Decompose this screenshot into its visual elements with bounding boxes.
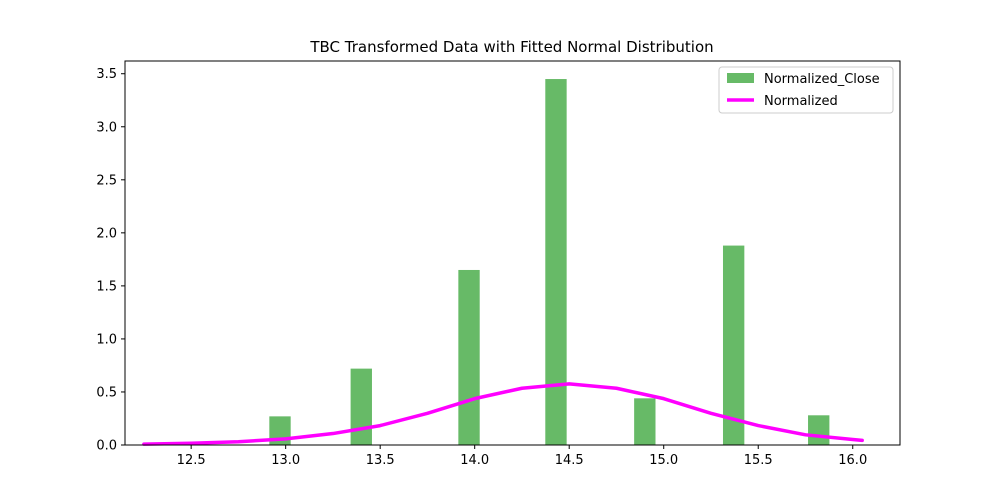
y-tick-label: 0.0: [96, 439, 117, 454]
x-tick-label: 14.0: [460, 453, 489, 468]
histogram-bar: [350, 368, 372, 445]
legend-label-normalized-close: Normalized_Close: [764, 72, 880, 87]
x-tick-label: 15.5: [744, 453, 773, 468]
histogram-bar: [722, 245, 745, 445]
y-tick-label: 3.5: [96, 67, 117, 82]
histogram-bar: [808, 415, 830, 445]
fitted-curve: [142, 382, 864, 446]
legend-swatch-normalized-close: [727, 73, 754, 83]
x-tick-label: 12.5: [177, 453, 206, 468]
y-tick-label: 2.0: [96, 226, 117, 241]
y-tick-label: 1.0: [96, 332, 117, 347]
y-tick-label: 1.5: [96, 279, 117, 294]
legend: Normalized_Close Normalized: [718, 66, 894, 114]
histogram-bar: [634, 398, 656, 445]
y-tick-label: 3.0: [96, 120, 117, 135]
x-tick-label: 13.5: [366, 453, 395, 468]
fitted-normal-line: [142, 382, 864, 446]
x-tick-label: 15.0: [649, 453, 678, 468]
legend-label-normalized: Normalized: [764, 94, 838, 109]
histogram-bar: [545, 79, 567, 446]
histogram-bars: [269, 79, 830, 446]
x-tick-label: 16.0: [838, 453, 867, 468]
chart-title: TBC Transformed Data with Fitted Normal …: [309, 38, 713, 56]
axes: 12.5 13.0 13.5 14.0 14.5 15.0 15.5 16.0 0.0 0.5 1.…: [96, 60, 901, 468]
y-tick-label: 0.5: [96, 385, 117, 400]
legend-box: [718, 66, 894, 114]
x-tick-label: 14.5: [555, 453, 584, 468]
histogram-bar: [458, 269, 480, 445]
plot-frame: [124, 60, 901, 446]
x-tick-label: 13.0: [271, 453, 300, 468]
y-tick-label: 2.5: [96, 173, 117, 188]
